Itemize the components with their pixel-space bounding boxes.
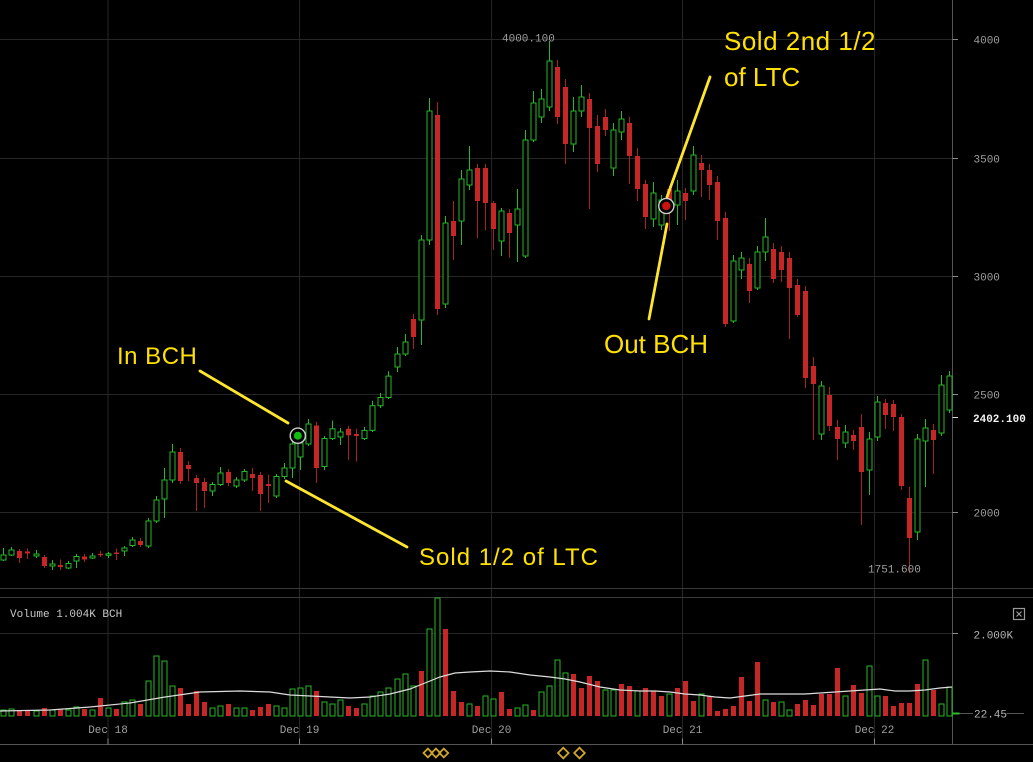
svg-text:Dec 21: Dec 21 [663, 725, 703, 737]
svg-text:Volume 1.004K BCH: Volume 1.004K BCH [10, 609, 122, 621]
svg-text:2500: 2500 [974, 391, 1000, 403]
svg-text:22.45: 22.45 [974, 710, 1007, 722]
svg-text:2000: 2000 [974, 509, 1000, 521]
svg-text:3500: 3500 [974, 155, 1000, 167]
svg-text:Dec 22: Dec 22 [855, 725, 895, 737]
svg-text:4000: 4000 [974, 36, 1000, 48]
svg-text:Dec 19: Dec 19 [280, 725, 320, 737]
svg-text:Out BCH: Out BCH [604, 329, 708, 359]
svg-text:of LTC: of LTC [724, 62, 800, 92]
svg-text:4000.100: 4000.100 [502, 34, 555, 46]
svg-text:3000: 3000 [974, 273, 1000, 285]
svg-text:2402.100: 2402.100 [973, 414, 1026, 426]
svg-text:1751.600: 1751.600 [868, 565, 921, 577]
svg-text:2.000K: 2.000K [974, 631, 1014, 643]
svg-text:Dec 20: Dec 20 [472, 725, 512, 737]
svg-text:Sold 2nd 1/2: Sold 2nd 1/2 [724, 26, 876, 56]
svg-text:Dec 18: Dec 18 [88, 725, 128, 737]
svg-text:In BCH: In BCH [117, 343, 197, 370]
svg-text:Sold 1/2 of LTC: Sold 1/2 of LTC [419, 544, 599, 571]
